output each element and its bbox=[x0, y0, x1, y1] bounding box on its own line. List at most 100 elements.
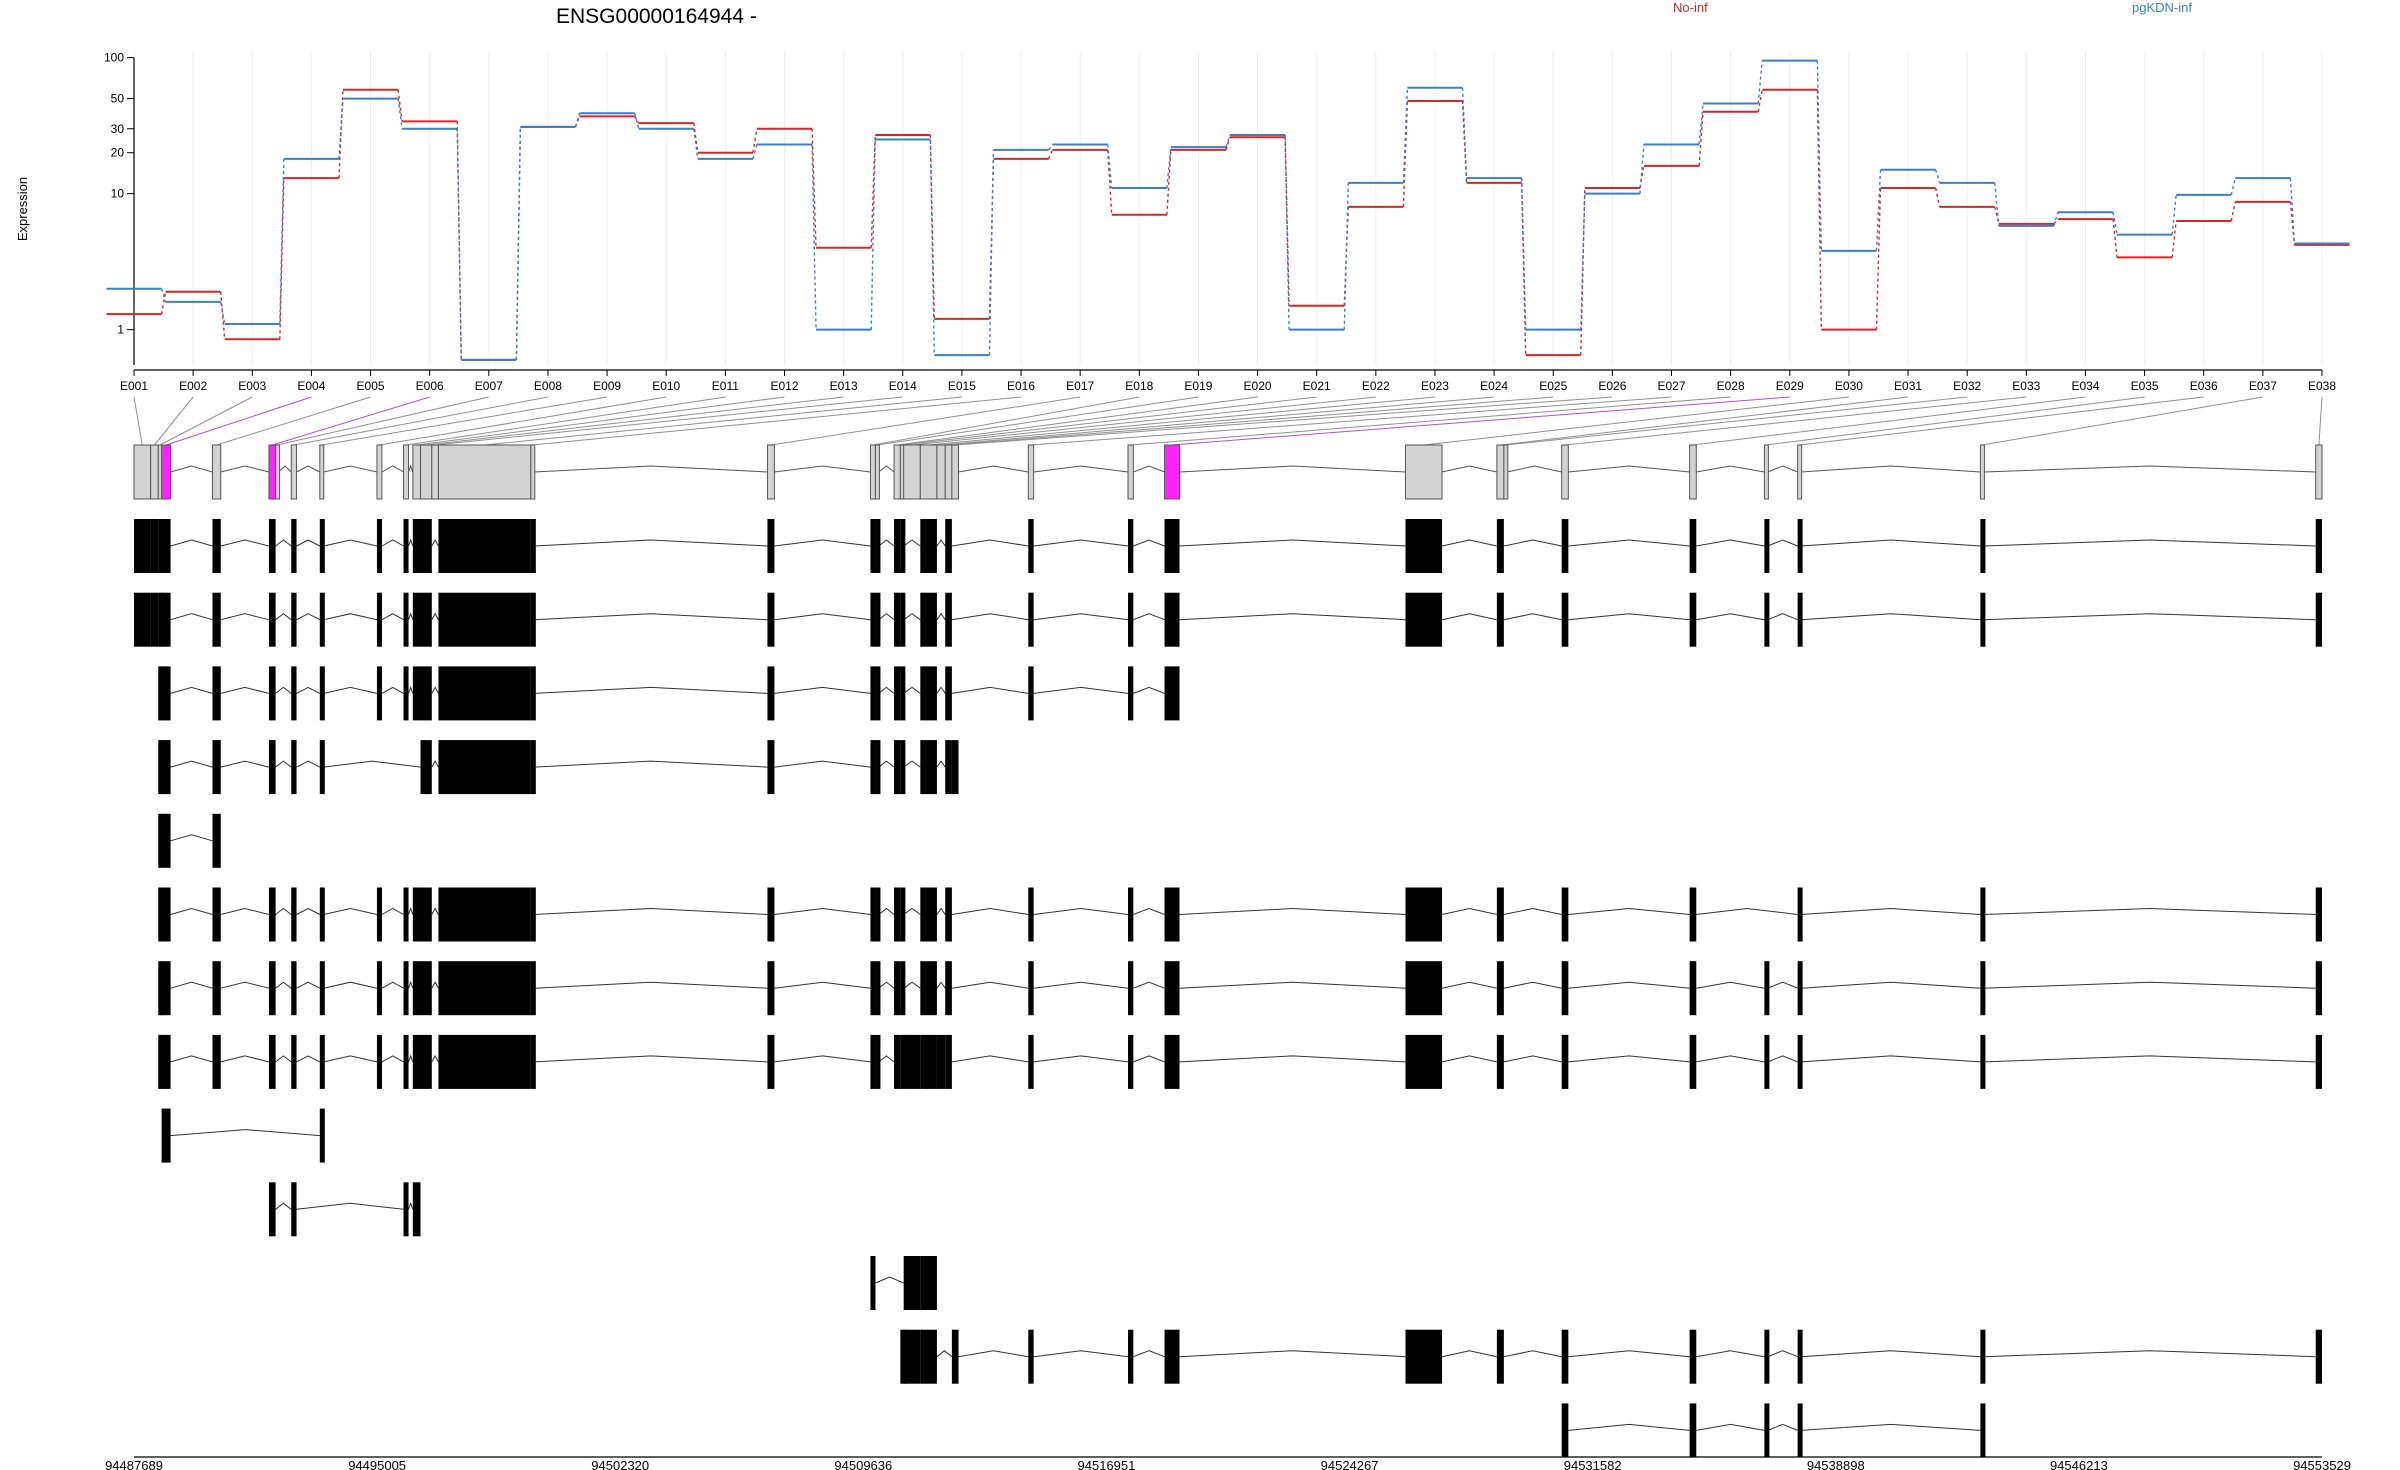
transcript-exon bbox=[420, 887, 432, 942]
transcript-exon bbox=[875, 961, 881, 1016]
intron-line bbox=[1800, 981, 1981, 989]
series-connector bbox=[1757, 89, 1763, 112]
exon-connector bbox=[159, 396, 253, 446]
intron-line bbox=[1800, 613, 1981, 621]
x-tick-label: E016 bbox=[1007, 379, 1035, 393]
x-tick-label: E017 bbox=[1066, 379, 1094, 393]
transcript-exon bbox=[291, 961, 297, 1016]
transcript-exon bbox=[1764, 961, 1770, 1016]
transcript-5 bbox=[158, 813, 221, 868]
intron-line bbox=[1133, 686, 1165, 694]
transcript-exon bbox=[870, 961, 876, 1016]
transcript-exon bbox=[1980, 519, 1986, 573]
transcript-exon bbox=[767, 740, 775, 795]
transcript-exon bbox=[945, 961, 952, 1016]
intron-line bbox=[951, 1055, 1029, 1063]
exon-block-e015 bbox=[437, 444, 532, 500]
y-tick-label: 50 bbox=[111, 92, 125, 106]
y-tick-label: 1 bbox=[117, 323, 124, 337]
intron-line bbox=[1696, 465, 1765, 473]
intron-line bbox=[774, 613, 871, 621]
intron-line bbox=[275, 1055, 292, 1063]
coordinate-label: 94502320 bbox=[591, 1458, 649, 1470]
intron-line bbox=[1568, 1055, 1690, 1063]
intron-line bbox=[1696, 1423, 1765, 1431]
transcript-exon bbox=[412, 519, 421, 573]
intron-line bbox=[534, 686, 768, 694]
intron-line bbox=[1503, 613, 1562, 621]
coordinate-label: 94516951 bbox=[1078, 1458, 1136, 1470]
transcript-exon bbox=[161, 666, 171, 721]
intron-line bbox=[275, 539, 292, 547]
exon-connector bbox=[1423, 396, 1849, 446]
chart-title: ENSG00000164944 - bbox=[556, 5, 757, 28]
intron-line bbox=[381, 686, 404, 694]
intron-line bbox=[220, 613, 270, 621]
exon-block-e023 bbox=[919, 444, 938, 500]
transcript-exon bbox=[158, 1034, 164, 1089]
series-connector bbox=[1166, 147, 1172, 189]
transcript-exon bbox=[412, 961, 421, 1016]
transcript-exon bbox=[920, 1329, 937, 1384]
intron-line bbox=[431, 686, 439, 694]
transcript-exon bbox=[1028, 1329, 1034, 1384]
transcript-exon bbox=[894, 666, 901, 721]
intron-line bbox=[170, 760, 213, 768]
series-pgkdn-inf bbox=[106, 59, 2350, 361]
intron-line bbox=[1767, 539, 1798, 547]
intron-line bbox=[296, 760, 321, 768]
y-axis-label: Expression bbox=[15, 177, 30, 241]
transcript-exon bbox=[1128, 961, 1134, 1016]
transcript-exon bbox=[1164, 1329, 1180, 1384]
exon-connector bbox=[897, 396, 1258, 446]
exon-connector bbox=[1030, 396, 1672, 446]
intron-line bbox=[220, 981, 270, 989]
series-connector bbox=[870, 139, 876, 330]
intron-line bbox=[1568, 1350, 1690, 1358]
transcript-exon bbox=[951, 740, 959, 795]
transcript-exon bbox=[438, 961, 531, 1016]
exon-block-e038 bbox=[2315, 444, 2323, 500]
transcript-exon bbox=[158, 519, 164, 573]
gene-model-track bbox=[133, 444, 2323, 500]
intron-line bbox=[220, 686, 270, 694]
transcript-exon bbox=[319, 887, 325, 942]
exon-connector bbox=[426, 396, 844, 446]
exon-block-e012 bbox=[412, 444, 421, 500]
intron-line bbox=[170, 1129, 320, 1137]
transcript-exon bbox=[161, 1108, 171, 1163]
series-connector bbox=[1284, 134, 1290, 330]
intron-line bbox=[1568, 1423, 1690, 1431]
series-connector bbox=[456, 121, 462, 360]
intron-line bbox=[878, 465, 895, 473]
transcript-exon bbox=[1689, 1403, 1697, 1458]
series-connector bbox=[2171, 194, 2177, 235]
intron-line bbox=[275, 907, 292, 915]
transcript-exon bbox=[412, 1182, 421, 1237]
intron-line bbox=[1441, 981, 1497, 989]
transcript-exon bbox=[2315, 1034, 2322, 1089]
x-tick-label: E027 bbox=[1657, 379, 1685, 393]
intron-line bbox=[774, 539, 871, 547]
series-connector bbox=[1107, 149, 1113, 215]
series-connector bbox=[633, 113, 640, 129]
exon-connector bbox=[928, 396, 1436, 446]
transcript-exon bbox=[1689, 1329, 1697, 1384]
exon-block-e024 bbox=[936, 444, 946, 500]
x-tick-label: E038 bbox=[2308, 379, 2336, 393]
intron-line bbox=[1696, 1350, 1765, 1358]
transcript-exon bbox=[530, 1034, 536, 1089]
intron-line bbox=[1441, 465, 1497, 473]
series-connector bbox=[811, 144, 817, 330]
intron-line bbox=[408, 1054, 414, 1063]
transcript-exon bbox=[870, 1034, 876, 1089]
exon-connector bbox=[276, 396, 489, 446]
x-tick-label: E020 bbox=[1244, 379, 1272, 393]
transcript-exon bbox=[900, 519, 906, 573]
transcript-exon bbox=[870, 519, 876, 573]
transcript-exon bbox=[438, 887, 531, 942]
exon-block-e004 bbox=[161, 444, 172, 500]
intron-line bbox=[296, 613, 321, 621]
exon-connector bbox=[133, 396, 143, 446]
transcript-exon bbox=[1797, 887, 1803, 942]
